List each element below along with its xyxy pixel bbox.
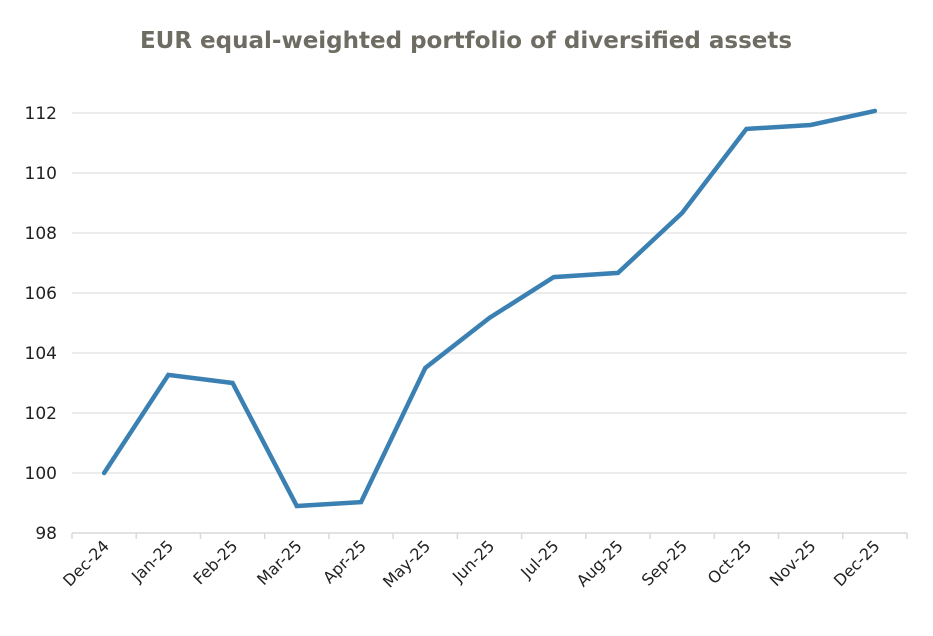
y-tick-label: 102 <box>25 404 57 424</box>
y-tick-label: 106 <box>25 284 57 304</box>
x-tick-label: Mar-25 <box>253 536 306 589</box>
x-tick-label: Apr-25 <box>319 536 370 587</box>
x-tick-label: Jul-25 <box>516 536 562 582</box>
chart-title: EUR equal-weighted portfolio of diversif… <box>140 28 792 54</box>
y-tick-label: 98 <box>35 524 57 544</box>
x-tick-label: May-25 <box>379 536 434 591</box>
x-tick-label: Nov-25 <box>766 536 820 590</box>
y-tick-label: 110 <box>25 164 57 184</box>
x-tick-label: Dec-25 <box>830 536 884 590</box>
x-tick-label: Jun-25 <box>448 536 498 586</box>
x-tick-label: Dec-24 <box>59 536 113 590</box>
y-tick-label: 100 <box>25 464 57 484</box>
y-tick-label: 104 <box>25 344 57 364</box>
x-tick-label: Jan-25 <box>127 536 177 586</box>
series-line <box>101 108 878 509</box>
x-tick-label: Feb-25 <box>189 536 241 588</box>
x-tick-label: Aug-25 <box>573 536 627 590</box>
y-tick-label: 112 <box>25 104 57 124</box>
y-tick-label: 108 <box>25 224 57 244</box>
x-tick-label: Oct-25 <box>704 536 755 587</box>
x-tick-label: Sep-25 <box>638 536 691 589</box>
